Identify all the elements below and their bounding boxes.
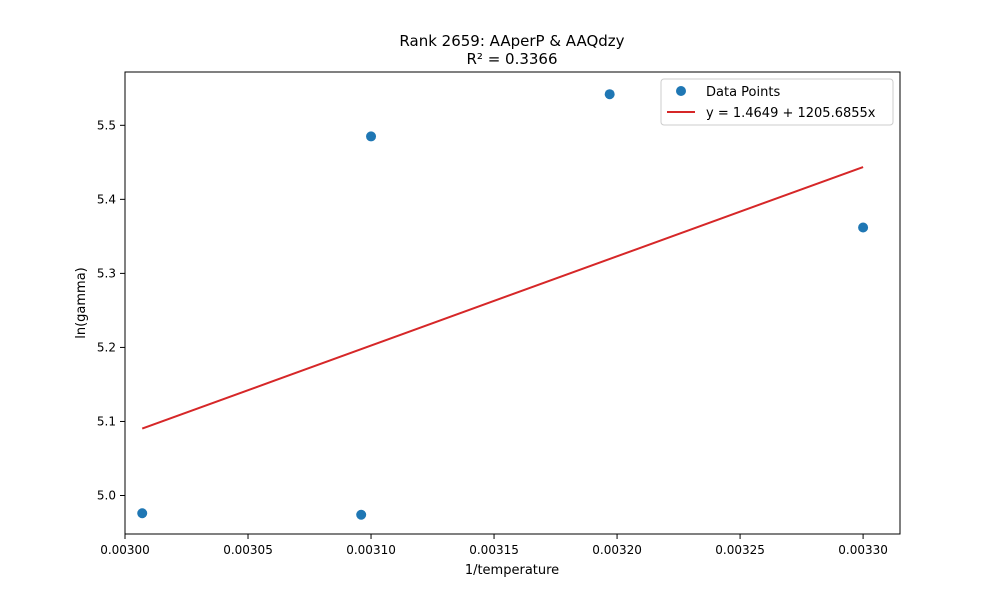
- data-point: [604, 89, 615, 100]
- legend-box: [660, 78, 894, 126]
- y-axis-label: ln(gamma): [74, 267, 89, 339]
- chart-subtitle: R² = 0.3366: [466, 50, 557, 68]
- chart-title: Rank 2659: AAperP & AAQdzy: [399, 32, 624, 50]
- x-tick-label: 0.00320: [592, 543, 642, 557]
- y-tick-label: 5.4: [97, 192, 116, 206]
- y-tick-label: 5.5: [97, 118, 116, 132]
- x-tick-label: 0.00330: [838, 543, 888, 557]
- legend-label-fit-line: y = 1.4649 + 1205.6855x: [706, 106, 876, 121]
- x-tick-label: 0.00315: [469, 543, 519, 557]
- plot-area: [137, 89, 869, 520]
- data-point: [858, 222, 869, 233]
- y-tick-label: 5.3: [97, 266, 116, 280]
- fit-line: [141, 166, 864, 430]
- x-axis: 0.00300 0.00305 0.00310 0.00315 0.00320 0.003…: [100, 534, 888, 557]
- data-point: [356, 509, 367, 520]
- legend-label-data-points: Data Points: [706, 85, 780, 100]
- legend-marker-data-points: [676, 86, 686, 96]
- x-tick-label: 0.00305: [223, 543, 273, 557]
- y-tick-label: 5.0: [97, 489, 116, 503]
- plot-frame: [124, 71, 901, 535]
- data-point: [137, 508, 148, 519]
- y-axis: 5.0 5.1 5.2 5.3 5.4 5.5: [97, 118, 125, 503]
- y-tick-label: 5.2: [97, 340, 116, 354]
- x-tick-label: 0.00310: [346, 543, 396, 557]
- x-axis-label: 1/temperature: [465, 563, 559, 578]
- data-point: [366, 131, 377, 142]
- legend: Data Points y = 1.4649 + 1205.6855x: [660, 78, 894, 126]
- x-tick-label: 0.00325: [715, 543, 765, 557]
- y-tick-label: 5.1: [97, 414, 116, 428]
- x-tick-label: 0.00300: [100, 543, 150, 557]
